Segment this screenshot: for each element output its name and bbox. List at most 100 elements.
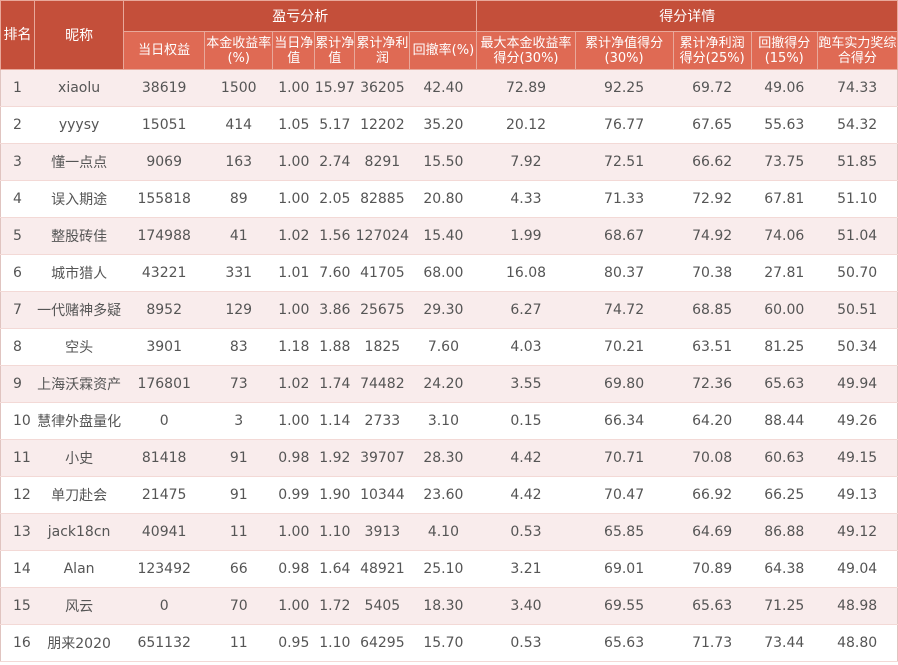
drawdown-rate-cell: 24.20 — [409, 365, 477, 403]
cumulative-nav-cell: 1.10 — [314, 513, 355, 551]
cumulative-nav-cell: 1.74 — [314, 365, 355, 403]
cumulative-nav-score-cell: 68.67 — [575, 217, 674, 255]
daily-equity-cell: 651132 — [123, 624, 205, 662]
overall-score-cell: 51.10 — [817, 180, 898, 218]
cumulative-net-profit-cell: 64295 — [354, 624, 410, 662]
daily-nav-cell: 1.00 — [272, 587, 315, 625]
header-principal-return-rate: 本金收益率(%) — [204, 31, 274, 70]
rank-cell: 6 — [0, 254, 35, 292]
daily-nav-cell: 0.98 — [272, 550, 315, 588]
rank-cell: 16 — [0, 624, 35, 662]
drawdown-rate-cell: 35.20 — [409, 106, 477, 144]
cumulative-nav-score-cell: 69.01 — [575, 550, 674, 588]
daily-nav-cell: 1.02 — [272, 365, 315, 403]
cumulative-nav-cell: 3.86 — [314, 291, 355, 329]
rank-cell: 7 — [0, 291, 35, 329]
header-drawdown-score: 回撤得分(15%) — [750, 31, 818, 70]
drawdown-rate-cell: 68.00 — [409, 254, 477, 292]
daily-equity-cell: 123492 — [123, 550, 205, 588]
daily-equity-cell: 155818 — [123, 180, 205, 218]
daily-nav-cell: 1.05 — [272, 106, 315, 144]
nickname-cell: xiaolu — [34, 69, 124, 107]
cumulative-profit-score-cell: 71.73 — [673, 624, 752, 662]
drawdown-rate-cell: 28.30 — [409, 439, 477, 477]
daily-equity-cell: 40941 — [123, 513, 205, 551]
table-row: 10 慧律外盘量化 0 3 1.00 1.14 2733 3.10 0.15 66.34 64.20… — [0, 402, 898, 440]
daily-equity-cell: 21475 — [123, 476, 205, 514]
cumulative-nav-score-cell: 66.34 — [575, 402, 674, 440]
cumulative-nav-score-cell: 65.85 — [575, 513, 674, 551]
cumulative-profit-score-cell: 68.85 — [673, 291, 752, 329]
nickname-cell: 小史 — [34, 439, 124, 477]
rank-cell: 12 — [0, 476, 35, 514]
rank-cell: 9 — [0, 365, 35, 403]
daily-equity-cell: 38619 — [123, 69, 205, 107]
overall-score-cell: 50.70 — [817, 254, 898, 292]
drawdown-rate-cell: 15.70 — [409, 624, 477, 662]
daily-equity-cell: 8952 — [123, 291, 205, 329]
cumulative-profit-score-cell: 63.51 — [673, 328, 752, 366]
overall-score-cell: 74.33 — [817, 69, 898, 107]
nickname-cell: jack18cn — [34, 513, 124, 551]
principal-return-rate-cell: 3 — [204, 402, 273, 440]
drawdown-rate-cell: 7.60 — [409, 328, 477, 366]
daily-nav-cell: 1.00 — [272, 402, 315, 440]
cumulative-profit-score-cell: 66.92 — [673, 476, 752, 514]
rank-cell: 8 — [0, 328, 35, 366]
principal-return-rate-cell: 129 — [204, 291, 273, 329]
cumulative-net-profit-cell: 25675 — [354, 291, 410, 329]
cumulative-net-profit-cell: 10344 — [354, 476, 410, 514]
nickname-cell: yyysy — [34, 106, 124, 144]
cumulative-net-profit-cell: 8291 — [354, 143, 410, 181]
nickname-cell: Alan — [34, 550, 124, 588]
cumulative-profit-score-cell: 70.08 — [673, 439, 752, 477]
cumulative-net-profit-cell: 39707 — [354, 439, 410, 477]
cumulative-profit-score-cell: 69.72 — [673, 69, 752, 107]
nickname-cell: 空头 — [34, 328, 124, 366]
principal-return-rate-cell: 91 — [204, 476, 273, 514]
header-group-score-details: 得分详情 — [476, 0, 898, 32]
cumulative-profit-score-cell: 65.63 — [673, 587, 752, 625]
drawdown-score-cell: 27.81 — [751, 254, 818, 292]
daily-equity-cell: 0 — [123, 402, 205, 440]
daily-nav-cell: 1.02 — [272, 217, 315, 255]
daily-nav-cell: 1.00 — [272, 69, 315, 107]
drawdown-score-cell: 49.06 — [751, 69, 818, 107]
header-max-return-score: 最大本金收益率得分(30%) — [476, 31, 576, 70]
cumulative-net-profit-cell: 82885 — [354, 180, 410, 218]
drawdown-score-cell: 64.38 — [751, 550, 818, 588]
table-row: 16 朋来2020 651132 11 0.95 1.10 64295 15.70 0.53 65… — [0, 624, 898, 662]
cumulative-net-profit-cell: 127024 — [354, 217, 410, 255]
table-row: 9 上海沃霖资产 176801 73 1.02 1.74 74482 24.20 3.55 69.… — [0, 365, 898, 403]
cumulative-profit-score-cell: 66.62 — [673, 143, 752, 181]
drawdown-score-cell: 55.63 — [751, 106, 818, 144]
drawdown-score-cell: 86.88 — [751, 513, 818, 551]
drawdown-rate-cell: 18.30 — [409, 587, 477, 625]
principal-return-rate-cell: 89 — [204, 180, 273, 218]
drawdown-rate-cell: 42.40 — [409, 69, 477, 107]
overall-score-cell: 49.26 — [817, 402, 898, 440]
table-row: 4 误入期途 155818 89 1.00 2.05 82885 20.80 4.33 71.33… — [0, 180, 898, 218]
drawdown-score-cell: 66.25 — [751, 476, 818, 514]
overall-score-cell: 49.12 — [817, 513, 898, 551]
cumulative-net-profit-cell: 12202 — [354, 106, 410, 144]
max-return-score-cell: 0.53 — [476, 513, 576, 551]
drawdown-rate-cell: 15.50 — [409, 143, 477, 181]
cumulative-nav-score-cell: 69.55 — [575, 587, 674, 625]
header-rank: 排名 — [0, 0, 36, 70]
drawdown-rate-cell: 25.10 — [409, 550, 477, 588]
cumulative-nav-score-cell: 76.77 — [575, 106, 674, 144]
principal-return-rate-cell: 1500 — [204, 69, 273, 107]
max-return-score-cell: 16.08 — [476, 254, 576, 292]
overall-score-cell: 48.98 — [817, 587, 898, 625]
cumulative-profit-score-cell: 64.20 — [673, 402, 752, 440]
drawdown-score-cell: 67.81 — [751, 180, 818, 218]
cumulative-nav-score-cell: 92.25 — [575, 69, 674, 107]
table-row: 8 空头 3901 83 1.18 1.88 1825 7.60 4.03 70.21 63.51 8… — [0, 328, 898, 366]
daily-nav-cell: 0.99 — [272, 476, 315, 514]
table-row: 5 整股砖佳 174988 41 1.02 1.56 127024 15.40 1.99 68.6… — [0, 217, 898, 255]
drawdown-score-cell: 60.63 — [751, 439, 818, 477]
cumulative-nav-cell: 1.56 — [314, 217, 355, 255]
nickname-cell: 单刀赴会 — [34, 476, 124, 514]
